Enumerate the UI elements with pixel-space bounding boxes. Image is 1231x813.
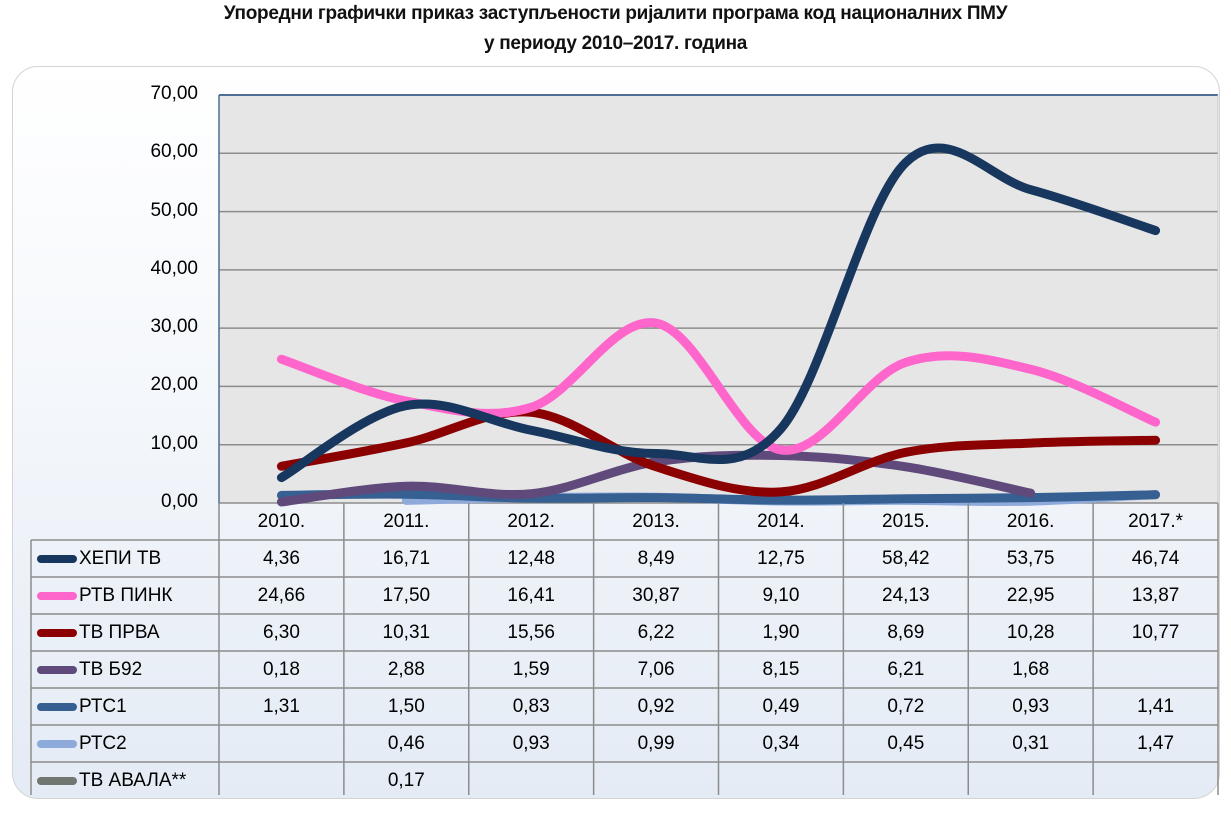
data-label: 2,88 bbox=[387, 659, 425, 680]
data-label: 9,10 bbox=[762, 585, 800, 606]
legend-label: РТС2 bbox=[79, 733, 127, 754]
legend-entry: РТС1 bbox=[31, 688, 219, 725]
x-tick-label: 2015. bbox=[882, 511, 930, 532]
data-label: 0,49 bbox=[762, 696, 800, 717]
chart-subtitle: у периоду 2010–2017. година bbox=[483, 33, 748, 54]
x-tick-label: 2012. bbox=[507, 511, 555, 532]
legend-entry: ХЕПИ ТВ bbox=[31, 540, 219, 577]
data-label: 6,30 bbox=[262, 622, 300, 643]
legend-entry: ТВ Б92 bbox=[31, 651, 219, 688]
data-label: 8,49 bbox=[637, 548, 675, 569]
y-tick-label: 10,00 bbox=[150, 432, 198, 454]
y-tick-label: 60,00 bbox=[150, 141, 198, 163]
data-label: 0,18 bbox=[262, 659, 300, 680]
data-label: 1,59 bbox=[512, 659, 550, 680]
y-tick-label: 0,00 bbox=[161, 491, 198, 512]
legend-label: ТВ Б92 bbox=[79, 659, 143, 680]
data-label: 53,75 bbox=[1006, 548, 1055, 569]
data-label: 8,69 bbox=[887, 622, 925, 643]
data-label: 16,41 bbox=[507, 585, 555, 606]
legend-label: ТВ АВАЛА** bbox=[79, 770, 187, 791]
data-label: 0,93 bbox=[1012, 696, 1050, 717]
data-label: 24,66 bbox=[257, 585, 306, 606]
series-line bbox=[276, 489, 1161, 505]
legend-label: РТС1 bbox=[79, 696, 127, 717]
x-tick-label: 2010. bbox=[257, 511, 306, 532]
data-label: 1,47 bbox=[1137, 733, 1175, 754]
data-label: 58,42 bbox=[882, 548, 930, 569]
y-tick-label: 40,00 bbox=[150, 257, 198, 279]
data-label: 13,87 bbox=[1131, 585, 1180, 606]
x-tick-label: 2017.* bbox=[1128, 511, 1184, 532]
legend-swatch-icon bbox=[37, 629, 77, 637]
legend-label: РТВ ПИНК bbox=[79, 585, 173, 606]
data-label: 12,48 bbox=[507, 548, 555, 569]
data-label: 0,17 bbox=[387, 770, 425, 791]
data-label: 1,50 bbox=[387, 696, 425, 717]
legend-entry: ТВ АВАЛА** bbox=[31, 762, 219, 799]
plot-area bbox=[219, 95, 1218, 503]
y-tick-label: 70,00 bbox=[150, 83, 198, 104]
data-label: 10,77 bbox=[1131, 622, 1180, 643]
data-label: 10,28 bbox=[1006, 622, 1055, 643]
x-tick-label: 2011. bbox=[383, 511, 430, 532]
series-line bbox=[276, 143, 1161, 483]
series-line bbox=[276, 407, 1161, 497]
chart-title: Упоредни графички приказ заступљености р… bbox=[223, 3, 1008, 24]
legend-label: ХЕПИ ТВ bbox=[79, 548, 162, 569]
x-tick-label: 2016. bbox=[1006, 511, 1055, 532]
legend-swatch-icon bbox=[37, 592, 77, 600]
data-label: 8,15 bbox=[762, 659, 800, 680]
data-label: 0,45 bbox=[887, 733, 925, 754]
y-tick-label: 20,00 bbox=[150, 374, 198, 396]
data-label: 16,71 bbox=[382, 548, 431, 569]
data-label: 17,50 bbox=[382, 585, 431, 606]
data-label: 15,56 bbox=[507, 622, 555, 643]
data-label: 6,22 bbox=[637, 622, 675, 643]
data-label: 22,95 bbox=[1006, 585, 1055, 606]
legend-swatch-icon bbox=[37, 666, 77, 674]
data-label: 6,21 bbox=[887, 659, 925, 680]
data-label: 1,41 bbox=[1137, 696, 1175, 717]
data-label: 0,46 bbox=[387, 733, 425, 754]
data-label: 1,31 bbox=[262, 696, 300, 717]
data-label: 4,36 bbox=[262, 548, 300, 569]
legend-entry: РТВ ПИНК bbox=[31, 577, 219, 614]
legend-entry: ТВ ПРВА bbox=[31, 614, 219, 651]
y-tick-label: 50,00 bbox=[150, 199, 198, 221]
data-label: 24,13 bbox=[882, 585, 930, 606]
legend-swatch-icon bbox=[37, 703, 77, 711]
data-label: 7,06 bbox=[637, 659, 675, 680]
data-label: 10,31 bbox=[382, 622, 431, 643]
legend-entry: РТС2 bbox=[31, 725, 219, 762]
legend-swatch-icon bbox=[37, 555, 77, 563]
data-label: 0,93 bbox=[512, 733, 550, 754]
data-label: 0,99 bbox=[637, 733, 675, 754]
data-label: 30,87 bbox=[632, 585, 680, 606]
x-tick-label: 2013. bbox=[632, 511, 680, 532]
data-label: 0,31 bbox=[1012, 733, 1050, 754]
data-label: 0,83 bbox=[512, 696, 550, 717]
data-label: 46,74 bbox=[1131, 548, 1180, 569]
legend-swatch-icon bbox=[37, 777, 77, 785]
data-label: 0,92 bbox=[637, 696, 675, 717]
data-label: 0,34 bbox=[762, 733, 800, 754]
legend-swatch-icon bbox=[37, 740, 77, 748]
data-label: 12,75 bbox=[757, 548, 805, 569]
y-tick-label: 30,00 bbox=[150, 316, 198, 338]
data-label: 1,68 bbox=[1012, 659, 1050, 680]
data-label: 0,72 bbox=[887, 696, 925, 717]
data-label: 1,90 bbox=[762, 622, 800, 643]
legend-label: ТВ ПРВА bbox=[79, 622, 160, 643]
x-tick-label: 2014. bbox=[757, 511, 805, 532]
